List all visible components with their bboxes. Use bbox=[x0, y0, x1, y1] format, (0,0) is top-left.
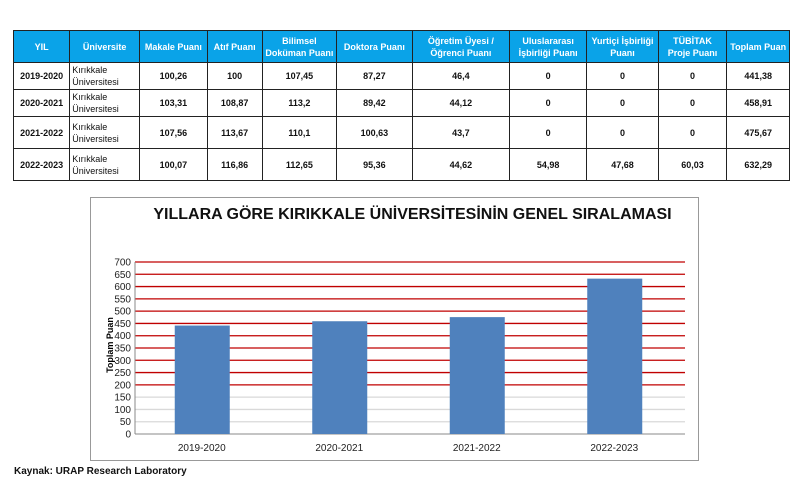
table-cell: 47,68 bbox=[586, 148, 659, 181]
column-header: Öğretim Üyesi / Öğrenci Puanı bbox=[411, 30, 510, 63]
bar bbox=[587, 278, 643, 434]
column-header: Toplam Puan bbox=[726, 30, 790, 63]
table-cell: Kırıkkale Üniversitesi bbox=[69, 116, 141, 149]
table-cell: 60,03 bbox=[657, 148, 728, 181]
table-cell: 107,45 bbox=[261, 62, 337, 90]
table-cell: 0 bbox=[508, 89, 588, 117]
scores-table: YIL Üniversite Makale Puanı Atıf Puanı Bilim… bbox=[12, 30, 790, 181]
bar bbox=[174, 325, 230, 434]
table-row: 2021-2022 Kırıkkale Üniversitesi 107,56 113… bbox=[12, 116, 790, 149]
y-tick-label: 500 bbox=[114, 307, 131, 318]
table-cell: 112,65 bbox=[261, 148, 337, 181]
column-header: Bilimsel Doküman Puanı bbox=[261, 30, 337, 63]
table-cell: Kırıkkale Üniversitesi bbox=[69, 148, 141, 181]
y-tick-label: 650 bbox=[114, 270, 131, 281]
table-cell: 0 bbox=[508, 62, 588, 90]
y-tick-label: 300 bbox=[114, 356, 131, 367]
x-tick-label: 2021-2022 bbox=[453, 443, 501, 454]
table-cell: 100 bbox=[206, 62, 263, 90]
chart-frame bbox=[90, 197, 699, 461]
y-tick-label: 550 bbox=[114, 294, 131, 305]
table-cell: 113,2 bbox=[261, 89, 337, 117]
table-row: 2022-2023 Kırıkkale Üniversitesi 100,07 116… bbox=[12, 148, 790, 181]
table-cell: 475,67 bbox=[726, 116, 790, 149]
x-tick-label: 2019-2020 bbox=[178, 443, 226, 454]
chart-title: YILLARA GÖRE KIRIKKALE ÜNİVERSİTESİNİN G… bbox=[153, 206, 672, 223]
column-header: Yurtiçi İşbirliği Puanı bbox=[586, 30, 659, 63]
table-cell: Kırıkkale Üniversitesi bbox=[69, 89, 141, 117]
y-tick-label: 450 bbox=[114, 319, 131, 330]
x-tick-label: 2022-2023 bbox=[590, 443, 638, 454]
table-cell: Kırıkkale Üniversitesi bbox=[69, 62, 141, 90]
table-cell: 0 bbox=[586, 116, 659, 149]
y-tick-label: 250 bbox=[114, 368, 131, 379]
y-tick-label: 150 bbox=[114, 393, 131, 404]
column-header: TÜBİTAK Proje Puanı bbox=[657, 30, 728, 63]
source-note: Kaynak: URAP Research Laboratory bbox=[14, 466, 187, 477]
x-tick-label: 2020-2021 bbox=[315, 443, 363, 454]
table-cell: 0 bbox=[586, 62, 659, 90]
table-row: 2019-2020 Kırıkkale Üniversitesi 100,26 100… bbox=[12, 62, 790, 90]
y-tick-label: 400 bbox=[114, 331, 131, 342]
table-cell: 0 bbox=[657, 89, 728, 117]
column-header: Atıf Puanı bbox=[206, 30, 263, 63]
table-cell: 43,7 bbox=[411, 116, 510, 149]
column-header: YIL bbox=[12, 30, 71, 63]
table-cell: 44,12 bbox=[411, 89, 510, 117]
y-tick-label: 350 bbox=[114, 344, 131, 355]
y-tick-label: 100 bbox=[114, 405, 131, 416]
bar bbox=[449, 317, 505, 434]
table-cell: 2022-2023 bbox=[12, 148, 71, 181]
table-cell: 54,98 bbox=[508, 148, 588, 181]
y-tick-label: 200 bbox=[114, 380, 131, 391]
column-header: Uluslararası İşbirliği Puanı bbox=[508, 30, 588, 63]
table-cell: 632,29 bbox=[726, 148, 790, 181]
y-tick-label: 50 bbox=[120, 417, 132, 428]
bar bbox=[312, 321, 368, 434]
table-cell: 87,27 bbox=[335, 62, 413, 90]
table-row: 2020-2021 Kırıkkale Üniversitesi 103,31 108… bbox=[12, 89, 790, 117]
y-tick-label: 600 bbox=[114, 282, 131, 293]
column-header: Doktora Puanı bbox=[335, 30, 413, 63]
table-cell: 95,36 bbox=[335, 148, 413, 181]
column-header: Üniversite bbox=[69, 30, 141, 63]
y-tick-label: 0 bbox=[125, 430, 131, 441]
column-header: Makale Puanı bbox=[139, 30, 208, 63]
y-tick-label: 700 bbox=[114, 258, 131, 269]
